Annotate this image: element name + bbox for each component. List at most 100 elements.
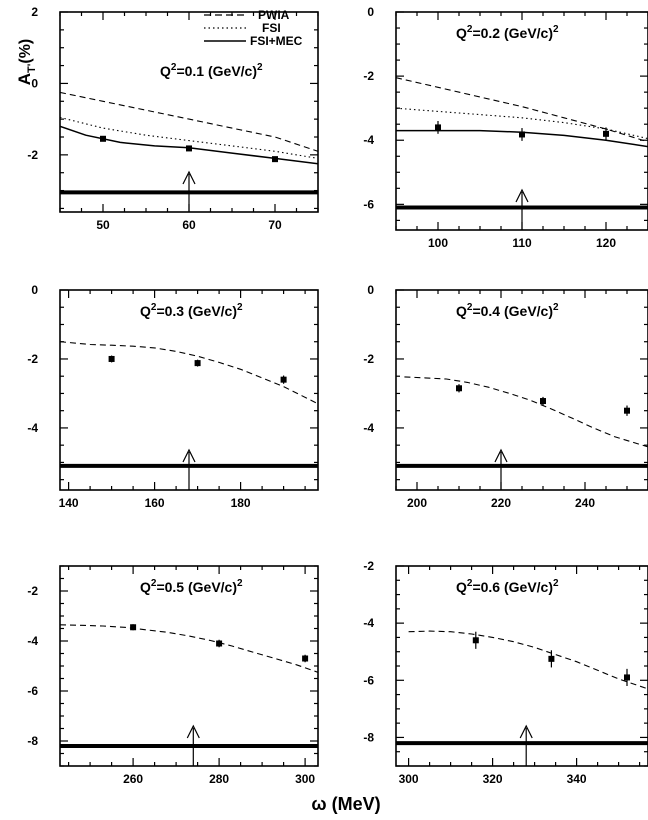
y-tick-label: -8 bbox=[363, 730, 374, 744]
q2-label: Q2=0.5 (GeV/c)2 bbox=[140, 578, 243, 595]
y-tick-label: -2 bbox=[27, 584, 38, 598]
x-tick-label: 120 bbox=[596, 236, 616, 250]
arrow-head bbox=[519, 724, 533, 739]
q2-value: =0.5 (GeV/c) bbox=[156, 579, 237, 595]
x-tick-label: 110 bbox=[512, 236, 532, 250]
data-point bbox=[624, 407, 630, 414]
x-tick-label: 300 bbox=[399, 772, 419, 786]
q2-symbol: Q bbox=[140, 579, 151, 595]
q2-label: Q2=0.4 (GeV/c)2 bbox=[456, 302, 559, 319]
curve-fsi-mec bbox=[60, 341, 318, 405]
data-point bbox=[624, 674, 630, 681]
x-tick-label: 200 bbox=[407, 496, 427, 510]
y-tick-label: -4 bbox=[27, 421, 38, 435]
legend: PWIA FSI FSI+MEC bbox=[204, 8, 303, 48]
legend-label-fsi: FSI bbox=[262, 21, 281, 35]
x-tick-label: 100 bbox=[428, 236, 448, 250]
y-tick-label: -8 bbox=[27, 734, 38, 748]
panel-frame bbox=[395, 565, 648, 767]
curve-fsi bbox=[396, 107, 648, 140]
q2-exponent: 2 bbox=[467, 578, 473, 589]
y-tick-label: -4 bbox=[363, 421, 374, 435]
y-tick-label: -4 bbox=[363, 616, 374, 630]
svg-text:AT'(%): AT'(%) bbox=[15, 39, 38, 86]
y-tick-label: -6 bbox=[363, 673, 374, 687]
y-tick-label: 2 bbox=[31, 5, 38, 19]
data-point bbox=[194, 360, 201, 367]
y-tick-label: -2 bbox=[27, 148, 38, 162]
curve-fsi-mec bbox=[60, 125, 318, 165]
x-tick-label: 300 bbox=[295, 772, 315, 786]
x-tick-label: 50 bbox=[96, 218, 110, 232]
q2-value: =0.3 (GeV/c) bbox=[156, 303, 237, 319]
panel-5: 260 280 300-2-4-6-8Q2=0.5 (GeV/c)2 bbox=[27, 565, 319, 786]
q2-unit-exponent: 2 bbox=[237, 578, 243, 589]
data-point bbox=[435, 124, 441, 131]
curve-fsi-mec bbox=[408, 630, 648, 690]
arrow-head bbox=[186, 724, 200, 739]
q2-label: Q2=0.2 (GeV/c)2 bbox=[456, 24, 559, 41]
data-point bbox=[603, 130, 609, 137]
panel-plot-area bbox=[396, 376, 648, 468]
curve-fsi-mec bbox=[60, 624, 318, 673]
y-tick-label: 0 bbox=[31, 76, 38, 90]
y-tick-label: 0 bbox=[367, 5, 374, 19]
q2-exponent: 2 bbox=[467, 24, 473, 35]
data-point bbox=[108, 355, 115, 362]
data-point bbox=[280, 376, 287, 383]
data-point bbox=[302, 655, 309, 662]
q2-unit-exponent: 2 bbox=[257, 62, 263, 73]
q2-value: =0.2 (GeV/c) bbox=[472, 25, 553, 41]
ylabel-main: A bbox=[15, 73, 34, 85]
q2-symbol: Q bbox=[456, 579, 467, 595]
y-tick-label: -6 bbox=[363, 197, 374, 211]
q2-unit-exponent: 2 bbox=[553, 578, 559, 589]
panel-plot-area bbox=[60, 624, 318, 748]
x-tick-label: 280 bbox=[209, 772, 229, 786]
y-tick-label: 0 bbox=[367, 283, 374, 297]
q2-label: Q2=0.1 (GeV/c)2 bbox=[160, 62, 263, 79]
q2-label: Q2=0.3 (GeV/c)2 bbox=[140, 302, 243, 319]
q2-symbol: Q bbox=[456, 303, 467, 319]
data-point bbox=[472, 637, 479, 644]
q2-label: Q2=0.6 (GeV/c)2 bbox=[456, 578, 559, 595]
q2-unit-exponent: 2 bbox=[553, 24, 559, 35]
curve-fsi bbox=[60, 116, 318, 159]
y-axis-label: AT'(%) bbox=[15, 39, 38, 86]
q2-exponent: 2 bbox=[171, 62, 177, 73]
data-point bbox=[548, 655, 555, 662]
data-point bbox=[100, 135, 106, 142]
y-tick-label: -2 bbox=[27, 352, 38, 366]
curve-pwia bbox=[396, 77, 648, 143]
curve-fsi-mec bbox=[404, 376, 648, 448]
data-point bbox=[519, 131, 525, 138]
arrow-head bbox=[182, 448, 196, 463]
q2-value: =0.6 (GeV/c) bbox=[472, 579, 553, 595]
data-point bbox=[186, 145, 192, 152]
panel-plot-area bbox=[60, 341, 318, 468]
data-point bbox=[216, 640, 223, 647]
q2-symbol: Q bbox=[456, 25, 467, 41]
y-tick-label: -6 bbox=[27, 684, 38, 698]
x-tick-label: 340 bbox=[567, 772, 587, 786]
q2-symbol: Q bbox=[140, 303, 151, 319]
curve-pwia bbox=[60, 91, 318, 152]
panel-plot-area bbox=[396, 77, 648, 210]
panel-frame bbox=[395, 289, 648, 491]
panel-6: 300 320 340-2-4-6-8Q2=0.6 (GeV/c)2 bbox=[363, 559, 648, 786]
x-tick-label: 160 bbox=[145, 496, 165, 510]
x-tick-label: 180 bbox=[231, 496, 251, 510]
x-tick-label: 140 bbox=[59, 496, 79, 510]
q2-exponent: 2 bbox=[467, 302, 473, 313]
y-tick-label: -2 bbox=[363, 69, 374, 83]
arrow-head bbox=[182, 170, 196, 185]
q2-unit-exponent: 2 bbox=[553, 302, 559, 313]
q2-unit-exponent: 2 bbox=[237, 302, 243, 313]
x-axis-label: ω (MeV) bbox=[311, 794, 380, 814]
data-point bbox=[130, 624, 137, 631]
